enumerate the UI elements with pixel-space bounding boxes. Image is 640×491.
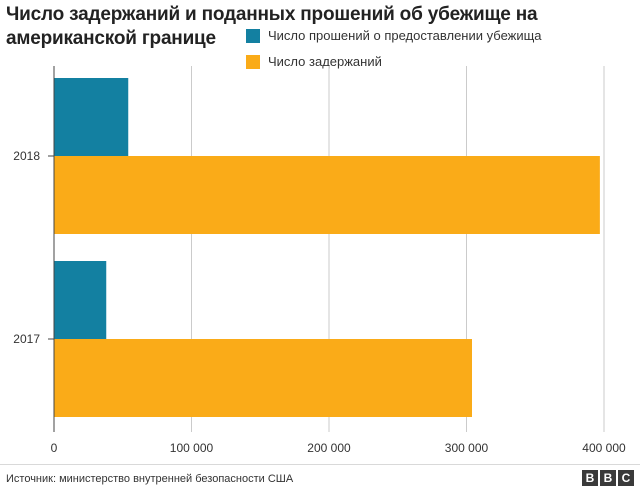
source-note: Источник: министерство внутренней безопа… bbox=[6, 473, 294, 485]
bbc-logo-letter: B bbox=[600, 470, 616, 486]
y-category-label: 2018 bbox=[13, 149, 40, 163]
bar-chart: 0 100 000 200 000 300 000 400 000 2018 2017 bbox=[13, 66, 626, 455]
chart-title: Число задержаний и поданных прошений об … bbox=[6, 4, 538, 49]
bar-asylum-2017 bbox=[54, 261, 107, 339]
legend-swatch-asylum bbox=[246, 28, 260, 43]
legend-swatch-detentions bbox=[246, 54, 260, 69]
legend-label-asylum: Число прошений о предоставлении убежища bbox=[268, 28, 542, 43]
y-category-label: 2017 bbox=[13, 332, 40, 346]
bar-detentions-2018 bbox=[54, 156, 600, 234]
legend-item-detentions: Число задержаний bbox=[246, 54, 382, 69]
bar-asylum-2018 bbox=[54, 78, 129, 156]
x-tick-label: 200 000 bbox=[307, 441, 351, 455]
bar-detentions-2017 bbox=[54, 339, 472, 417]
x-tick-label: 100 000 bbox=[170, 441, 214, 455]
x-tick-label: 0 bbox=[51, 441, 58, 455]
x-tick-label: 300 000 bbox=[445, 441, 489, 455]
bbc-logo: B B C bbox=[582, 470, 634, 486]
legend-label-detentions: Число задержаний bbox=[268, 54, 382, 69]
footer-divider bbox=[0, 464, 640, 465]
bbc-logo-letter: C bbox=[618, 470, 634, 486]
x-tick-label: 400 000 bbox=[582, 441, 626, 455]
bbc-logo-letter: B bbox=[582, 470, 598, 486]
legend-item-asylum: Число прошений о предоставлении убежища bbox=[246, 28, 542, 43]
